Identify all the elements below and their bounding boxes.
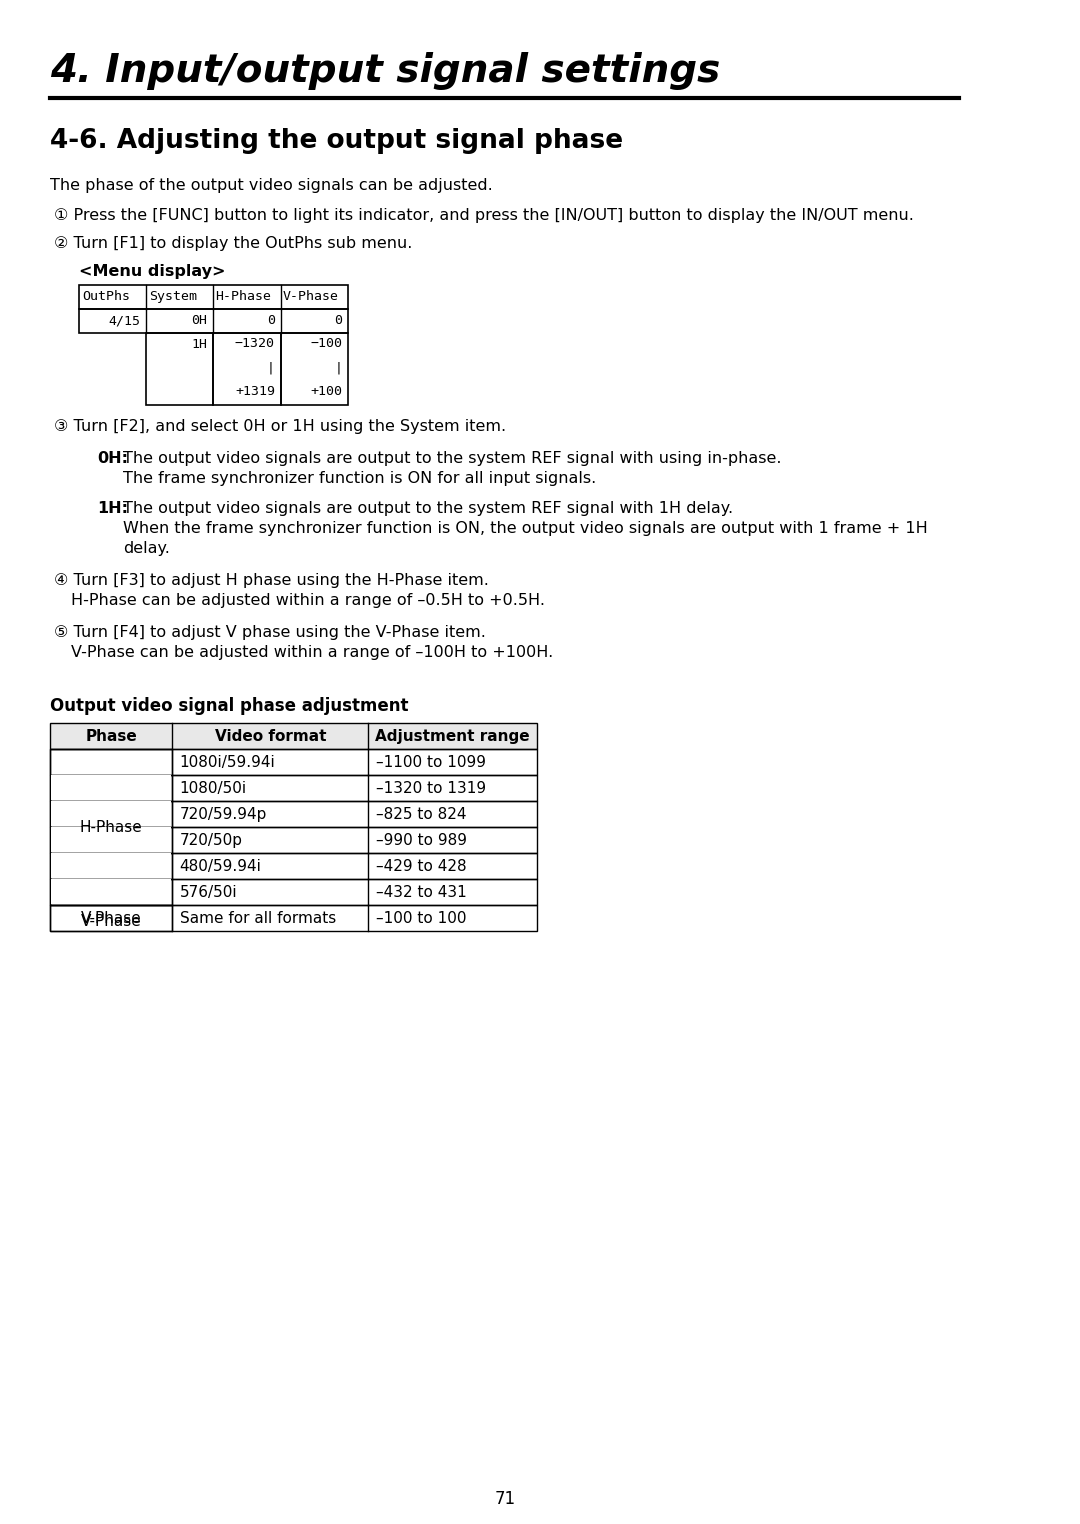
Text: ③ Turn [F2], and select 0H or 1H using the System item.: ③ Turn [F2], and select 0H or 1H using t…	[54, 419, 507, 434]
Bar	[51, 748, 172, 905]
Text: 0: 0	[335, 314, 342, 328]
Text: H-Phase: H-Phase	[80, 823, 143, 838]
Text: 4-6. Adjusting the output signal phase: 4-6. Adjusting the output signal phase	[51, 128, 623, 154]
Bar	[79, 285, 348, 309]
Text: <Menu display>: <Menu display>	[79, 264, 225, 279]
Text: 480/59.94i: 480/59.94i	[179, 860, 261, 873]
Bar	[51, 828, 537, 853]
Text: –990 to 989: –990 to 989	[376, 834, 467, 847]
Text: 71: 71	[495, 1490, 515, 1509]
Text: The output video signals are output to the system REF signal with using in-phase: The output video signals are output to t…	[123, 451, 782, 466]
Text: V-Phase: V-Phase	[81, 913, 141, 928]
Text: |: |	[267, 361, 275, 373]
Text: 4. Input/output signal settings: 4. Input/output signal settings	[51, 52, 720, 90]
Bar	[52, 776, 171, 800]
Bar	[52, 853, 171, 878]
Text: The phase of the output video signals can be adjusted.: The phase of the output video signals ca…	[51, 178, 494, 194]
Text: Output video signal phase adjustment: Output video signal phase adjustment	[51, 696, 409, 715]
Text: H-Phase can be adjusted within a range of –0.5H to +0.5H.: H-Phase can be adjusted within a range o…	[71, 593, 545, 608]
Text: 1H: 1H	[191, 338, 207, 351]
Text: 1H:: 1H:	[97, 501, 129, 517]
Text: −100: −100	[310, 337, 342, 351]
Text: The frame synchronizer function is ON for all input signals.: The frame synchronizer function is ON fo…	[123, 471, 596, 486]
Text: H-Phase: H-Phase	[215, 290, 271, 303]
Bar	[79, 309, 348, 334]
Text: 720/59.94p: 720/59.94p	[179, 808, 267, 821]
Text: +1319: +1319	[235, 386, 275, 398]
Text: 1080i/59.94i: 1080i/59.94i	[179, 754, 275, 770]
Bar	[51, 748, 537, 776]
Text: –429 to 428: –429 to 428	[376, 860, 467, 873]
Text: 0H: 0H	[191, 314, 207, 328]
Text: When the frame synchronizer function is ON, the output video signals are output : When the frame synchronizer function is …	[123, 521, 928, 536]
Bar	[52, 879, 171, 904]
Text: ① Press the [FUNC] button to light its indicator, and press the [IN/OUT] button : ① Press the [FUNC] button to light its i…	[54, 207, 914, 223]
Text: ④ Turn [F3] to adjust H phase using the H-Phase item.: ④ Turn [F3] to adjust H phase using the …	[54, 573, 489, 588]
Text: +100: +100	[310, 386, 342, 398]
Bar	[51, 802, 537, 828]
Bar	[51, 853, 537, 879]
Text: Same for all formats: Same for all formats	[179, 911, 336, 927]
Text: −1320: −1320	[235, 337, 275, 351]
Text: V-Phase: V-Phase	[81, 910, 141, 925]
Text: System: System	[150, 290, 198, 303]
Text: V-Phase: V-Phase	[282, 290, 338, 303]
Text: 576/50i: 576/50i	[179, 885, 238, 901]
Text: 0H:: 0H:	[97, 451, 129, 466]
Text: Phase: Phase	[85, 728, 137, 744]
Text: ② Turn [F1] to display the OutPhs sub menu.: ② Turn [F1] to display the OutPhs sub me…	[54, 236, 413, 251]
Bar	[51, 776, 537, 802]
Bar	[146, 334, 213, 405]
Text: –1320 to 1319: –1320 to 1319	[376, 780, 486, 796]
Bar	[52, 828, 171, 852]
Text: OutPhs: OutPhs	[82, 290, 131, 303]
Text: 4/15: 4/15	[108, 314, 140, 328]
Text: delay.: delay.	[123, 541, 171, 556]
Text: 0: 0	[267, 314, 275, 328]
Text: –432 to 431: –432 to 431	[376, 885, 467, 901]
Text: V-Phase can be adjusted within a range of –100H to +100H.: V-Phase can be adjusted within a range o…	[71, 645, 553, 660]
Text: Adjustment range: Adjustment range	[375, 728, 530, 744]
Text: –825 to 824: –825 to 824	[376, 808, 467, 821]
Text: H-Phase: H-Phase	[80, 820, 143, 835]
Bar	[281, 334, 348, 405]
Bar	[51, 905, 537, 931]
Text: –100 to 100: –100 to 100	[376, 911, 467, 927]
Bar	[51, 879, 537, 905]
Bar	[213, 334, 281, 405]
Text: 720/50p: 720/50p	[179, 834, 243, 847]
Text: The output video signals are output to the system REF signal with 1H delay.: The output video signals are output to t…	[123, 501, 733, 517]
Bar	[52, 802, 171, 826]
Text: ⑤ Turn [F4] to adjust V phase using the V-Phase item.: ⑤ Turn [F4] to adjust V phase using the …	[54, 625, 486, 640]
Text: 1080/50i: 1080/50i	[179, 780, 246, 796]
Text: |: |	[335, 361, 342, 373]
Bar	[51, 722, 537, 748]
Text: –1100 to 1099: –1100 to 1099	[376, 754, 486, 770]
Text: Video format: Video format	[215, 728, 326, 744]
Bar	[51, 905, 172, 931]
